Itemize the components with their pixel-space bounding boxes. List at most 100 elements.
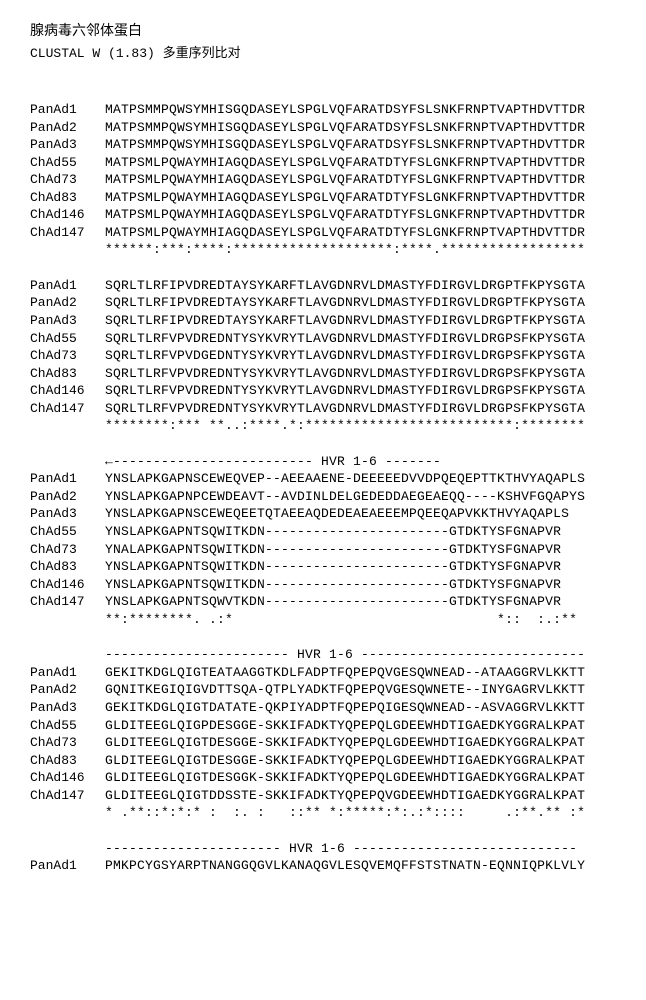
sequence-label: PanAd3 [30, 699, 105, 717]
sequence-label: ChAd73 [30, 347, 105, 365]
sequence-row: ChAd147MATPSMLPQWAYMHIAGQDASEYLSPGLVQFAR… [30, 224, 616, 242]
subtitle-cjk: 多重序列比对 [163, 45, 241, 60]
sequence-label: ChAd147 [30, 224, 105, 242]
consensus-row: **:********. .:* *:: :.:** [30, 611, 616, 629]
sequence-label: PanAd2 [30, 294, 105, 312]
sequence-text: SQRLTLRFVPVDREDNTYSYKVRYTLAVGDNRVLDMASTY… [105, 365, 585, 383]
sequence-text: GLDITEEGLQIGTDESGGE-SKKIFADKTYQPEPQLGDEE… [105, 752, 585, 770]
sequence-text: MATPSMMPQWSYMHISGQDASEYLSPGLVQFARATDSYFS… [105, 119, 585, 137]
sequence-text: YNSLAPKGAPNTSQWITKDN--------------------… [105, 558, 561, 576]
sequence-row: ChAd83GLDITEEGLQIGTDESGGE-SKKIFADKTYQPEP… [30, 752, 616, 770]
sequence-label: PanAd3 [30, 505, 105, 523]
sequence-row: ChAd73YNALAPKGAPNTSQWITKDN--------------… [30, 541, 616, 559]
sequence-text: MATPSMLPQWAYMHIAGQDASEYLSPGLVQFARATDTYFS… [105, 189, 585, 207]
sequence-label: PanAd1 [30, 857, 105, 875]
alignment-block: PanAd1MATPSMMPQWSYMHISGQDASEYLSPGLVQFARA… [30, 101, 616, 259]
sequence-text: YNSLAPKGAPNSCEWEQEETQTAEEAQDEDEAEAEEEMPQ… [105, 505, 569, 523]
sequence-label: PanAd3 [30, 136, 105, 154]
sequence-label: ChAd147 [30, 787, 105, 805]
consensus-row: * .**::*:*:* : :. : ::** *:*****:*:.:*::… [30, 804, 616, 822]
alignment-block: ←------------------------- HVR 1-6 -----… [30, 453, 616, 628]
sequence-label: ChAd73 [30, 541, 105, 559]
sequence-row: ChAd73GLDITEEGLQIGTDESGGE-SKKIFADKTYQPEP… [30, 734, 616, 752]
sequence-label: ChAd73 [30, 734, 105, 752]
sequence-label: PanAd2 [30, 119, 105, 137]
sequence-label: PanAd1 [30, 470, 105, 488]
sequence-text: GLDITEEGLQIGTDDSSTE-SKKIFADKTYQPEPQVGDEE… [105, 787, 585, 805]
sequence-text: SQRLTLRFIPVDREDTAYSYKARFTLAVGDNRVLDMASTY… [105, 277, 585, 295]
sequence-row: PanAd1YNSLAPKGAPNSCEWEQVEP--AEEAAENE-DEE… [30, 470, 616, 488]
sequence-row: ChAd55MATPSMLPQWAYMHIAGQDASEYLSPGLVQFARA… [30, 154, 616, 172]
sequence-label: PanAd1 [30, 664, 105, 682]
sequence-row: ChAd147SQRLTLRFVPVDREDNTYSYKVRYTLAVGDNRV… [30, 400, 616, 418]
sequence-text: GEKITKDGLQIGTEATAAGGTKDLFADPTFQPEPQVGESQ… [105, 664, 585, 682]
subtitle: CLUSTAL W (1.83) 多重序列比对 [30, 42, 616, 61]
sequence-row: PanAd2MATPSMMPQWSYMHISGQDASEYLSPGLVQFARA… [30, 119, 616, 137]
hvr-header: ----------------------- HVR 1-6 --------… [30, 646, 616, 664]
sequence-label: ChAd55 [30, 330, 105, 348]
sequence-label: ChAd83 [30, 752, 105, 770]
consensus-row: ******:***:****:********************:***… [30, 241, 616, 259]
sequence-text: YNALAPKGAPNTSQWITKDN--------------------… [105, 541, 561, 559]
sequence-row: PanAd1SQRLTLRFIPVDREDTAYSYKARFTLAVGDNRVL… [30, 277, 616, 295]
sequence-label: ChAd83 [30, 365, 105, 383]
sequence-label: ChAd146 [30, 576, 105, 594]
sequence-text: YNSLAPKGAPNSCEWEQVEP--AEEAAENE-DEEEEEDVV… [105, 470, 585, 488]
sequence-row: PanAd2GQNITKEGIQIGVDTTSQA-QTPLYADKTFQPEP… [30, 681, 616, 699]
sequence-text: MATPSMLPQWAYMHIAGQDASEYLSPGLVQFARATDTYFS… [105, 154, 585, 172]
sequence-text: MATPSMLPQWAYMHIAGQDASEYLSPGLVQFARATDTYFS… [105, 171, 585, 189]
sequence-row: ChAd83MATPSMLPQWAYMHIAGQDASEYLSPGLVQFARA… [30, 189, 616, 207]
sequence-label: PanAd2 [30, 488, 105, 506]
consensus-text: ******:***:****:********************:***… [105, 241, 585, 259]
consensus-row: ********:*** **..:****.*:***************… [30, 417, 616, 435]
sequence-label: PanAd2 [30, 681, 105, 699]
sequence-row: PanAd2SQRLTLRFIPVDREDTAYSYKARFTLAVGDNRVL… [30, 294, 616, 312]
sequence-text: GLDITEEGLQIGTDESGGE-SKKIFADKTYQPEPQLGDEE… [105, 734, 585, 752]
subtitle-prefix: CLUSTAL W (1.83) [30, 46, 163, 61]
sequence-row: PanAd3GEKITKDGLQIGTDATATE-QKPIYADPTFQPEP… [30, 699, 616, 717]
sequence-text: YNSLAPKGAPNTSQWVTKDN--------------------… [105, 593, 561, 611]
page-title: 腺病毒六邻体蛋白 [30, 20, 616, 40]
sequence-row: ChAd83SQRLTLRFVPVDREDNTYSYKVRYTLAVGDNRVL… [30, 365, 616, 383]
sequence-text: GEKITKDGLQIGTDATATE-QKPIYADPTFQPEPQIGESQ… [105, 699, 585, 717]
sequence-text: SQRLTLRFVPVDREDNTYSYKVRYTLAVGDNRVLDMASTY… [105, 330, 585, 348]
alignment-block: ----------------------- HVR 1-6 --------… [30, 646, 616, 821]
sequence-label: ChAd73 [30, 171, 105, 189]
sequence-label: ChAd55 [30, 154, 105, 172]
consensus-text: * .**::*:*:* : :. : ::** *:*****:*:.:*::… [105, 804, 585, 822]
sequence-label: ChAd146 [30, 206, 105, 224]
hvr-header: ←------------------------- HVR 1-6 -----… [30, 453, 616, 471]
sequence-label: ChAd83 [30, 189, 105, 207]
sequence-label: ChAd147 [30, 400, 105, 418]
sequence-text: SQRLTLRFIPVDREDTAYSYKARFTLAVGDNRVLDMASTY… [105, 312, 585, 330]
sequence-text: YNSLAPKGAPNPCEWDEAVT--AVDINLDELGEDEDDAEG… [105, 488, 585, 506]
sequence-text: SQRLTLRFIPVDREDTAYSYKARFTLAVGDNRVLDMASTY… [105, 294, 585, 312]
sequence-text: SQRLTLRFVPVDREDNTYSYKVRYTLAVGDNRVLDMASTY… [105, 382, 585, 400]
sequence-row: ChAd147GLDITEEGLQIGTDDSSTE-SKKIFADKTYQPE… [30, 787, 616, 805]
sequence-row: ChAd73MATPSMLPQWAYMHIAGQDASEYLSPGLVQFARA… [30, 171, 616, 189]
sequence-text: MATPSMLPQWAYMHIAGQDASEYLSPGLVQFARATDTYFS… [105, 224, 585, 242]
sequence-text: GQNITKEGIQIGVDTTSQA-QTPLYADKTFQPEPQVGESQ… [105, 681, 585, 699]
sequence-text: GLDITEEGLQIGTDESGGK-SKKIFADKTYQPEPQLGDEE… [105, 769, 585, 787]
sequence-text: YNSLAPKGAPNTSQWITKDN--------------------… [105, 523, 561, 541]
consensus-text: **:********. .:* *:: :.:** [105, 611, 577, 629]
consensus-text: ********:*** **..:****.*:***************… [105, 417, 585, 435]
sequence-label: ChAd55 [30, 717, 105, 735]
sequence-row: ChAd146GLDITEEGLQIGTDESGGK-SKKIFADKTYQPE… [30, 769, 616, 787]
sequence-text: GLDITEEGLQIGPDESGGE-SKKIFADKTYQPEPQLGDEE… [105, 717, 585, 735]
sequence-row: ChAd146SQRLTLRFVPVDREDNTYSYKVRYTLAVGDNRV… [30, 382, 616, 400]
sequence-text: YNSLAPKGAPNTSQWITKDN--------------------… [105, 576, 561, 594]
sequence-row: ChAd146YNSLAPKGAPNTSQWITKDN-------------… [30, 576, 616, 594]
hvr-header: ---------------------- HVR 1-6 ---------… [30, 840, 616, 858]
alignment-block: ---------------------- HVR 1-6 ---------… [30, 840, 616, 875]
sequence-row: ChAd146MATPSMLPQWAYMHIAGQDASEYLSPGLVQFAR… [30, 206, 616, 224]
sequence-label: PanAd1 [30, 277, 105, 295]
sequence-row: PanAd1GEKITKDGLQIGTEATAAGGTKDLFADPTFQPEP… [30, 664, 616, 682]
sequence-label: ChAd83 [30, 558, 105, 576]
sequence-row: PanAd3MATPSMMPQWSYMHISGQDASEYLSPGLVQFARA… [30, 136, 616, 154]
sequence-label: ChAd147 [30, 593, 105, 611]
sequence-row: PanAd3SQRLTLRFIPVDREDTAYSYKARFTLAVGDNRVL… [30, 312, 616, 330]
sequence-label: PanAd1 [30, 101, 105, 119]
sequence-row: ChAd73SQRLTLRFVPVDGEDNTYSYKVRYTLAVGDNRVL… [30, 347, 616, 365]
sequence-label: ChAd146 [30, 382, 105, 400]
